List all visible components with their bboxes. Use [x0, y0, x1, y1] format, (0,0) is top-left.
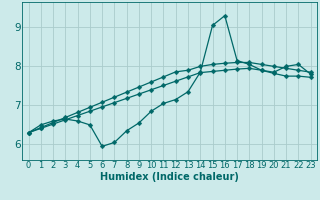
- X-axis label: Humidex (Indice chaleur): Humidex (Indice chaleur): [100, 172, 239, 182]
